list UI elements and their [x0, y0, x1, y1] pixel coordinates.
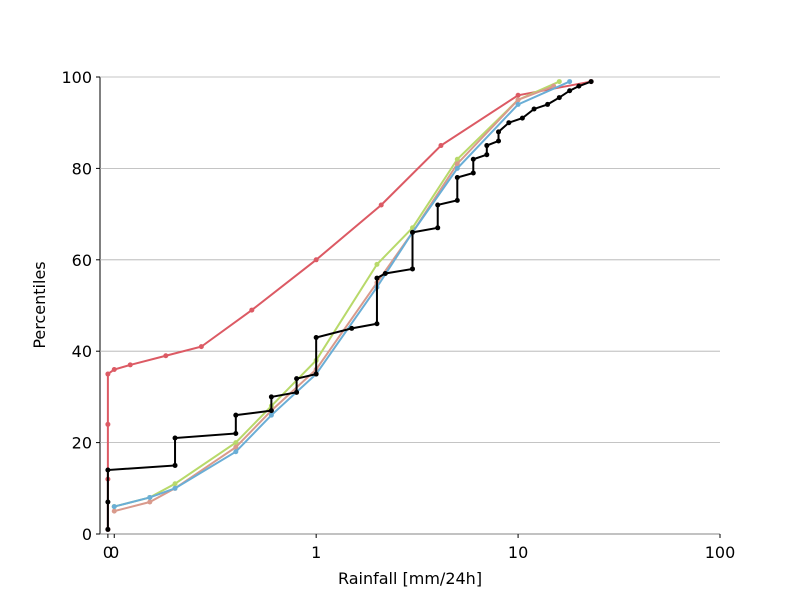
point	[105, 499, 111, 505]
y-tick-label: 40	[72, 342, 92, 361]
point	[556, 95, 562, 101]
point	[198, 344, 204, 350]
point	[172, 462, 178, 468]
point	[435, 225, 441, 231]
point	[111, 508, 117, 514]
point	[172, 481, 178, 487]
point	[496, 138, 502, 144]
point	[454, 156, 460, 162]
point	[454, 161, 460, 167]
point	[567, 79, 573, 85]
point	[349, 325, 355, 331]
y-tick-label: 100	[61, 68, 92, 87]
point	[127, 362, 133, 368]
x-tick-label: 0	[109, 543, 119, 562]
point	[410, 266, 416, 272]
y-tick-label: 60	[72, 251, 92, 270]
point	[545, 101, 551, 107]
point	[147, 494, 153, 500]
point	[515, 92, 521, 98]
y-tick-label: 0	[82, 525, 92, 544]
point	[470, 156, 476, 162]
point	[438, 143, 444, 149]
point	[172, 435, 178, 441]
point	[506, 120, 512, 126]
point	[374, 275, 380, 281]
point	[105, 526, 111, 532]
point	[382, 271, 388, 277]
point	[105, 467, 111, 473]
point	[268, 412, 274, 418]
point	[233, 430, 239, 436]
point	[268, 408, 274, 414]
point	[454, 197, 460, 203]
point	[172, 485, 178, 491]
point	[515, 101, 521, 107]
point	[111, 366, 117, 372]
x-tick-label: 100	[705, 543, 736, 562]
point	[588, 79, 594, 85]
point	[268, 394, 274, 400]
point	[294, 389, 300, 395]
point	[249, 307, 255, 313]
point	[313, 257, 319, 263]
point	[374, 261, 380, 267]
point	[313, 334, 319, 340]
point	[576, 83, 582, 89]
point	[410, 229, 416, 235]
point	[233, 444, 239, 450]
x-tick-label: 1	[311, 543, 321, 562]
y-tick-label: 20	[72, 434, 92, 453]
point	[378, 202, 384, 208]
point	[105, 421, 111, 427]
x-tick-label: 0	[103, 543, 113, 562]
point	[515, 97, 521, 103]
point	[233, 449, 239, 455]
point	[435, 202, 441, 208]
y-tick-label: 80	[72, 159, 92, 178]
point	[111, 504, 117, 510]
point	[374, 321, 380, 327]
x-tick-label: 10	[508, 543, 528, 562]
point	[313, 371, 319, 377]
point	[567, 88, 573, 94]
point	[531, 106, 537, 112]
series-line	[106, 80, 592, 530]
point	[470, 170, 476, 176]
x-axis-label: Rainfall [mm/24h]	[338, 569, 482, 588]
point	[519, 115, 525, 121]
y-axis-label: Percentiles	[30, 261, 49, 348]
point	[484, 143, 490, 149]
point	[294, 376, 300, 382]
point	[454, 165, 460, 171]
point	[105, 371, 111, 377]
point	[147, 499, 153, 505]
point	[484, 152, 490, 158]
point	[556, 79, 562, 85]
point	[496, 129, 502, 135]
point	[454, 175, 460, 181]
point	[233, 440, 239, 446]
point	[163, 353, 169, 359]
series-line	[106, 80, 592, 530]
point	[233, 412, 239, 418]
